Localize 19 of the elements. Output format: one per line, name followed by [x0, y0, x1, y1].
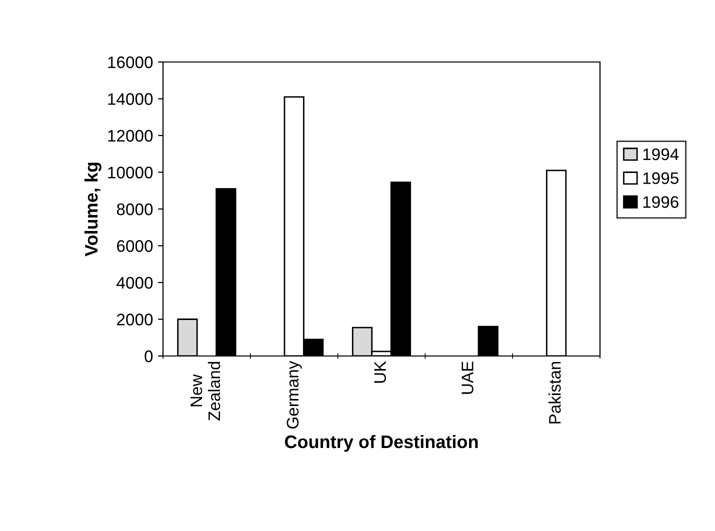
legend-label: 1995 [643, 172, 678, 184]
y-tick-label: 10000 [108, 166, 153, 178]
x-tick-label: Pakistan [548, 362, 561, 424]
y-tick-label: 16000 [108, 56, 153, 68]
y-tick-label: 14000 [108, 93, 153, 105]
y-tick-label: 4000 [116, 276, 153, 289]
x-tick-label: Germany [286, 360, 302, 429]
y-tick-label: 6000 [117, 240, 153, 252]
y-tick-label: 12000 [108, 130, 153, 142]
y-tick-label: 0 [144, 350, 153, 362]
x-axis-title: Country of Destination [284, 434, 478, 452]
legend-label: 1994 [643, 148, 679, 160]
x-tick-label: UAE [462, 362, 474, 394]
y-tick-label: 2000 [117, 314, 153, 326]
y-axis-title: Volume, kg [84, 162, 102, 256]
x-tick-label: UK [374, 361, 386, 383]
y-tick-label: 8000 [116, 203, 153, 216]
legend-label: 1996 [643, 196, 678, 208]
x-tick-label: New Zealand [190, 362, 220, 421]
